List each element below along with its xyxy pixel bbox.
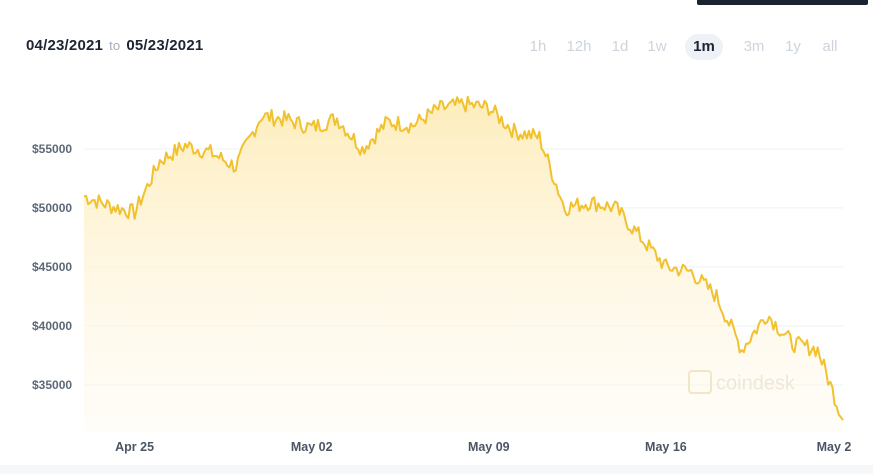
price-chart: $35000 $40000 $45000 $50000 $55000 Apr 25 May… (32, 95, 851, 454)
range-1d-button[interactable]: 1d (611, 38, 629, 55)
coindesk-logo-icon (688, 370, 712, 394)
price-area (84, 96, 843, 433)
date-range: 04/23/2021 to 05/23/2021 (26, 37, 203, 54)
y-tick-label: $55000 (32, 142, 72, 156)
x-axis: Apr 25 May 02 May 09 May 16 May 2 (115, 440, 851, 454)
y-tick-label: $40000 (32, 319, 72, 333)
y-axis: $35000 $40000 $45000 $50000 $55000 (32, 142, 72, 392)
watermark-text: coindesk (716, 372, 795, 395)
y-tick-label: $35000 (32, 378, 72, 392)
x-tick-label: May 02 (291, 440, 333, 454)
x-tick-label: May 16 (645, 440, 687, 454)
coindesk-watermark: coindesk (688, 370, 795, 396)
end-date: 05/23/2021 (126, 37, 204, 54)
price-line (83, 95, 844, 421)
x-tick-label: May 2 (817, 440, 852, 454)
range-1h-button[interactable]: 1h (529, 38, 547, 55)
top-dark-tab (697, 0, 868, 5)
bottom-strip (0, 465, 873, 474)
range-1w-button[interactable]: 1w (647, 38, 667, 55)
start-date: 04/23/2021 (26, 37, 104, 54)
x-tick-label: Apr 25 (115, 440, 154, 454)
range-12h-button[interactable]: 12h (566, 38, 592, 55)
range-1y-button[interactable]: 1y (785, 38, 801, 55)
to-label: to (109, 38, 121, 53)
range-1m-button[interactable]: 1m (685, 34, 723, 60)
time-range-selector: 1h 12h 1d 1w 1m 3m 1y all (520, 34, 850, 60)
x-tick-label: May 09 (468, 440, 510, 454)
range-3m-button[interactable]: 3m (743, 38, 765, 55)
y-tick-label: $45000 (32, 260, 72, 274)
y-tick-label: $50000 (32, 201, 72, 215)
range-all-button[interactable]: all (822, 38, 838, 55)
